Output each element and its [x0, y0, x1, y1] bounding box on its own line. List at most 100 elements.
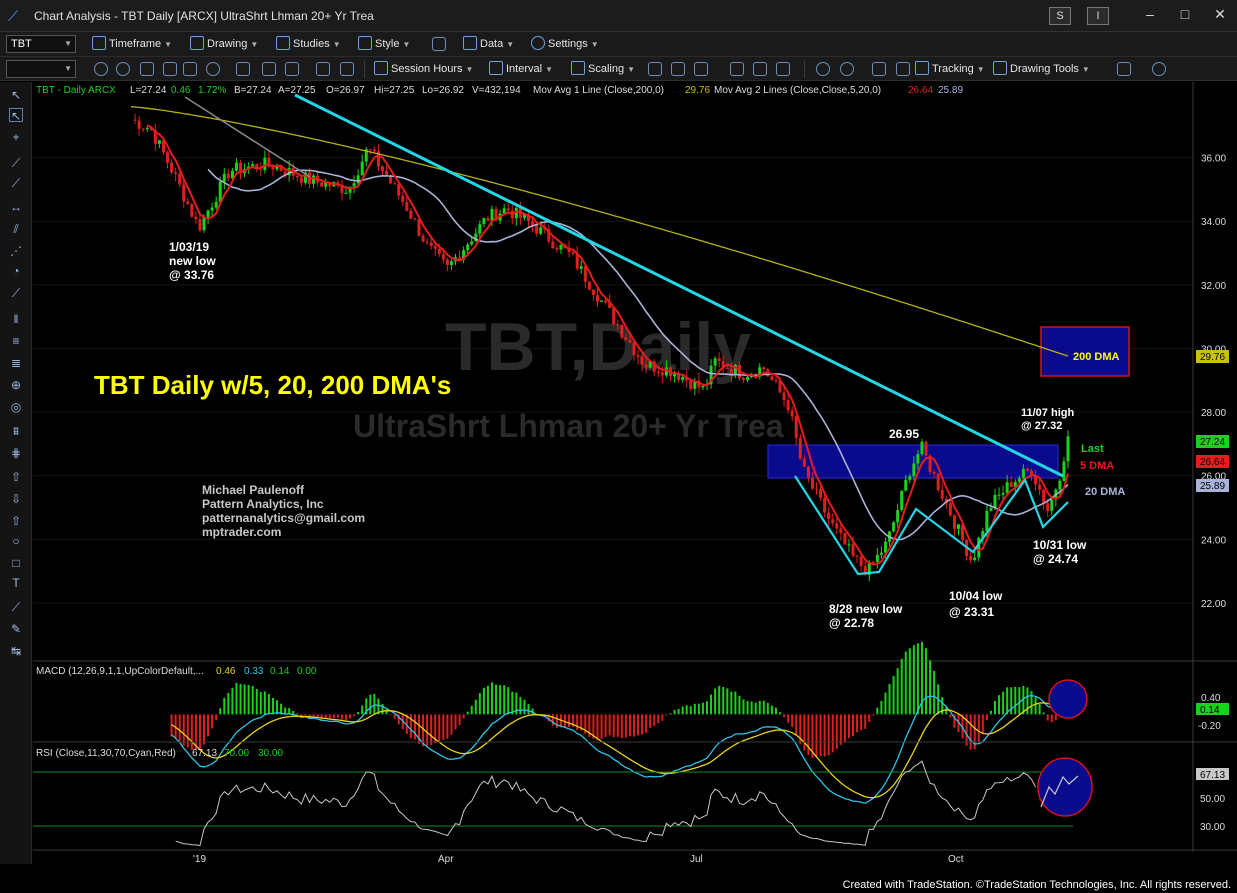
refresh-icon[interactable] — [94, 62, 108, 76]
candle-chart-icon[interactable] — [671, 62, 685, 76]
maximize-icon[interactable]: □ — [1180, 6, 1190, 22]
pointer-icon[interactable]: ↖ — [10, 88, 22, 102]
settings-menu[interactable]: Settings ▼ — [531, 36, 599, 50]
candle-body — [409, 210, 413, 219]
rectangle-icon[interactable]: □ — [12, 556, 20, 570]
eraser-icon[interactable]: ⟋ — [11, 600, 21, 614]
dots-icon[interactable] — [776, 62, 790, 76]
close-icon[interactable]: ✕ — [1214, 6, 1226, 22]
header-line: TBT - Daily ARCX L=27.24 0.46 1.72% B=27… — [36, 85, 963, 96]
price-tick-label: 36.00 — [1201, 154, 1226, 165]
header-ma1-value: 29.76 — [685, 85, 710, 96]
hide-drawings-icon[interactable]: ↹ — [10, 644, 22, 658]
candle-body — [956, 524, 960, 529]
drawing-tools-menu[interactable]: Drawing Tools ▼ — [993, 61, 1090, 75]
cycle-icon[interactable]: ◎ — [10, 400, 22, 414]
scaling-menu[interactable]: Scaling ▼ — [571, 61, 635, 75]
expand-icon[interactable] — [340, 62, 354, 76]
aug-low-label: 8/28 new low — [829, 602, 903, 616]
ruler-icon[interactable] — [183, 62, 197, 76]
bar-chart-icon[interactable] — [648, 62, 662, 76]
candle-body — [161, 140, 165, 153]
candle-body — [393, 183, 397, 185]
layout-icon[interactable] — [432, 37, 446, 51]
speed-lines-icon[interactable]: ⋰ — [10, 244, 22, 258]
export-icon[interactable] — [1117, 62, 1131, 76]
format-icon[interactable]: ✎ — [10, 622, 22, 636]
andrews-pitchfork-icon[interactable]: ⊕ — [10, 378, 22, 392]
data-menu[interactable]: Data ▼ — [463, 36, 514, 50]
studies-menu[interactable]: Studies ▼ — [276, 36, 341, 50]
drawing-menu[interactable]: Drawing ▼ — [190, 36, 258, 50]
gray-trendline — [184, 96, 311, 178]
fib-time-icon[interactable]: ⋕ — [10, 446, 22, 460]
trendline-icon[interactable]: ⟋ — [11, 156, 21, 170]
ray-icon[interactable]: ⟋ — [11, 176, 21, 190]
candle-body — [299, 177, 303, 183]
regression-icon[interactable]: ⟋ — [11, 286, 21, 300]
volume-icon[interactable] — [730, 62, 744, 76]
style-menu[interactable]: Style ▼ — [358, 36, 410, 50]
ellipse-icon[interactable]: ○ — [12, 534, 20, 548]
price-tags: 29.76 27.24 26.64 25.89 — [1196, 350, 1229, 492]
pin-icon[interactable] — [140, 62, 154, 76]
author-line: Pattern Analytics, Inc — [202, 497, 324, 511]
sync-icon[interactable] — [206, 62, 220, 76]
zoom-window-icon[interactable] — [262, 62, 276, 76]
time-label: Jul — [690, 854, 703, 865]
symbol-input[interactable]: TBT ▼ — [6, 35, 76, 53]
candle-body — [182, 184, 186, 202]
tag-20-box — [1196, 479, 1229, 492]
magnifier-icon[interactable] — [285, 62, 299, 76]
select-icon[interactable]: ↖ — [9, 108, 23, 123]
candle-body — [214, 201, 218, 208]
up-arrow-outline-icon[interactable]: ⇧ — [10, 514, 22, 528]
candle-body — [831, 519, 835, 524]
tracking-menu[interactable]: Tracking ▼ — [915, 61, 985, 75]
i-button[interactable]: I — [1087, 7, 1109, 25]
horizontal-line-icon[interactable]: ↔ — [10, 200, 22, 214]
minimize-icon[interactable]: – — [1146, 6, 1154, 22]
candle-body — [575, 253, 579, 269]
chat-icon[interactable] — [1152, 62, 1166, 76]
zoom-in-icon[interactable] — [816, 62, 830, 76]
style-icon — [358, 36, 372, 50]
time-zones-icon[interactable]: ⩩ — [12, 424, 20, 438]
candle-body — [360, 161, 364, 176]
candle-body — [494, 208, 498, 221]
lock-icon[interactable] — [236, 62, 250, 76]
candle-body — [875, 554, 879, 563]
link-icon[interactable] — [116, 62, 130, 76]
crosshair-icon[interactable] — [163, 62, 177, 76]
text-icon[interactable]: T — [12, 576, 20, 590]
candle-body — [218, 181, 222, 202]
timeframe-icon — [92, 36, 106, 50]
rsi-highlight-line — [1040, 775, 1079, 808]
fib-extension-icon[interactable]: ≣ — [10, 356, 22, 370]
candle-body — [786, 400, 790, 411]
up-arrow-icon[interactable]: ⇧ — [10, 470, 22, 484]
candle-body — [839, 528, 843, 533]
histogram-icon[interactable] — [753, 62, 767, 76]
down-arrow-icon[interactable]: ⇩ — [10, 492, 22, 506]
session-hours-menu[interactable]: Session Hours ▼ — [374, 61, 473, 75]
fibonacci-icon[interactable]: ≡ — [12, 334, 20, 348]
candle-body — [417, 219, 421, 236]
footer: Created with TradeStation. ©TradeStation… — [0, 878, 1237, 893]
candle-body — [255, 164, 259, 170]
zoom-out-icon[interactable] — [840, 62, 854, 76]
chart-area[interactable]: TBT,Daily UltraShrt Lhman 20+ Yr Trea TB… — [33, 82, 1237, 877]
interval-menu[interactable]: Interval ▼ — [489, 61, 553, 75]
channel-icon[interactable]: ⫽ — [13, 222, 19, 236]
arrows-icon[interactable] — [316, 62, 330, 76]
vertical-lines-icon[interactable]: ‖ — [13, 312, 19, 326]
s-button[interactable]: S — [1049, 7, 1071, 25]
columns-icon[interactable] — [896, 62, 910, 76]
interval-select[interactable]: ▼ — [6, 60, 76, 78]
timeframe-menu[interactable]: Timeframe ▼ — [92, 36, 172, 50]
line-chart-icon[interactable] — [694, 62, 708, 76]
header-change-pct: 1.72% — [198, 85, 226, 96]
grid-icon[interactable] — [872, 62, 886, 76]
crosshair-icon[interactable]: + — [12, 130, 20, 144]
gann-fan-icon[interactable]: ◔ — [12, 264, 20, 278]
